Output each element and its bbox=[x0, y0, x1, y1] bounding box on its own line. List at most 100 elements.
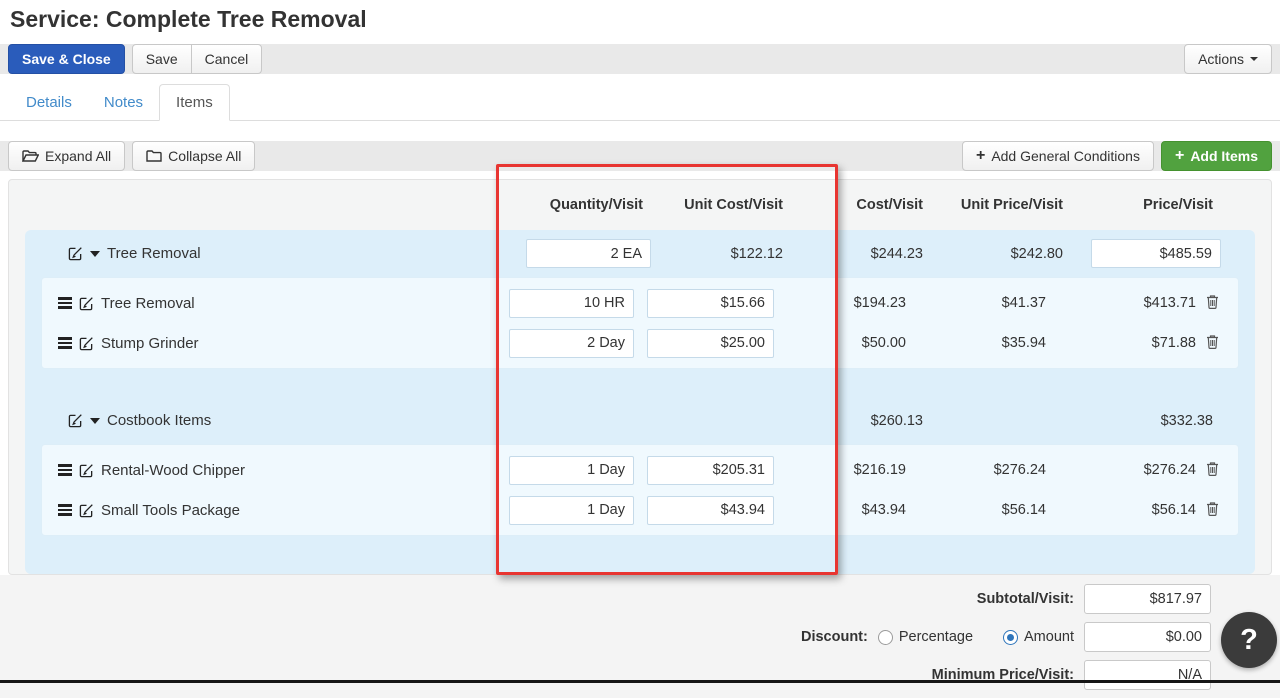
item-row-rental-wood-chipper: Rental-Wood Chipper $216.19 $276.24 $276… bbox=[42, 450, 1238, 490]
edit-icon[interactable] bbox=[79, 463, 94, 478]
tab-details[interactable]: Details bbox=[26, 94, 72, 111]
trash-icon bbox=[1207, 462, 1218, 477]
unit-cost-input[interactable] bbox=[647, 288, 774, 318]
table-header-row: Quantity/Visit Unit Cost/Visit Cost/Visi… bbox=[9, 180, 1271, 230]
edit-icon[interactable] bbox=[68, 246, 83, 261]
radio-unchecked-icon[interactable] bbox=[877, 629, 893, 645]
radio-checked-icon[interactable] bbox=[1003, 629, 1019, 645]
unit-cost-input[interactable] bbox=[647, 328, 774, 358]
minimum-price-label: Minimum Price/Visit: bbox=[931, 667, 1074, 683]
tab-items[interactable]: Items bbox=[159, 84, 230, 121]
folder-open-icon bbox=[22, 150, 39, 162]
delete-item-button[interactable] bbox=[1204, 459, 1221, 478]
add-general-conditions-button[interactable]: + Add General Conditions bbox=[961, 141, 1154, 171]
trash-icon bbox=[1207, 335, 1218, 350]
window-bottom-edge bbox=[0, 680, 1280, 683]
folder-closed-icon bbox=[146, 150, 162, 162]
unit-price-value: $242.80 bbox=[1010, 245, 1063, 262]
cost-value: $244.23 bbox=[870, 245, 923, 262]
drag-handle-icon[interactable] bbox=[58, 464, 72, 476]
edit-icon[interactable] bbox=[79, 503, 94, 518]
item-groups: Tree Removal $122.12 $244.23 $242.80 Tre… bbox=[25, 230, 1255, 574]
minimum-price-row: Minimum Price/Visit: N/A bbox=[0, 660, 1211, 690]
page-title: Service: Complete Tree Removal bbox=[10, 6, 367, 32]
add-items-button[interactable]: + Add Items bbox=[1160, 141, 1272, 171]
add-items-label: Add Items bbox=[1190, 148, 1258, 164]
cancel-button[interactable]: Cancel bbox=[190, 44, 263, 74]
price-value: $332.38 bbox=[1160, 412, 1213, 429]
collapse-all-label: Collapse All bbox=[168, 148, 242, 164]
item-name: Tree Removal bbox=[101, 294, 195, 312]
drag-handle-icon[interactable] bbox=[58, 337, 72, 349]
save-and-close-button[interactable]: Save & Close bbox=[8, 44, 125, 74]
unit-price-value: $276.24 bbox=[993, 462, 1046, 478]
collapse-caret-icon[interactable] bbox=[90, 417, 100, 424]
actions-dropdown-button[interactable]: Actions bbox=[1184, 44, 1272, 74]
delete-item-button[interactable] bbox=[1204, 292, 1221, 311]
unit-cost-value: $122.12 bbox=[730, 245, 783, 262]
plus-icon: + bbox=[975, 147, 986, 164]
discount-value-input[interactable] bbox=[1084, 622, 1211, 652]
edit-icon[interactable] bbox=[79, 296, 94, 311]
add-general-conditions-label: Add General Conditions bbox=[991, 148, 1140, 164]
discount-percentage-option[interactable]: Percentage bbox=[877, 629, 974, 645]
delete-item-button[interactable] bbox=[1204, 332, 1221, 351]
tab-bar: Details Notes Items bbox=[0, 84, 1280, 121]
price-value: $56.14 bbox=[1151, 502, 1196, 518]
save-button[interactable]: Save bbox=[131, 44, 192, 74]
discount-percentage-label: Percentage bbox=[898, 629, 974, 645]
items-table: Quantity/Visit Unit Cost/Visit Cost/Visi… bbox=[8, 179, 1272, 575]
header-unit-price-visit: Unit Price/Visit bbox=[960, 197, 1063, 213]
unit-cost-input[interactable] bbox=[647, 455, 774, 485]
group-row-tree-removal: Tree Removal $122.12 $244.23 $242.80 bbox=[25, 230, 1255, 277]
cost-value: $194.23 bbox=[853, 295, 906, 311]
help-button[interactable]: ? bbox=[1221, 612, 1277, 668]
edit-icon[interactable] bbox=[68, 413, 83, 428]
quantity-input[interactable] bbox=[509, 455, 634, 485]
cost-value: $216.19 bbox=[853, 462, 906, 478]
subtotal-value: $817.97 bbox=[1084, 584, 1211, 614]
group-items-panel: Rental-Wood Chipper $216.19 $276.24 $276… bbox=[41, 444, 1239, 536]
actions-label: Actions bbox=[1198, 51, 1244, 67]
quantity-input[interactable] bbox=[509, 495, 634, 525]
group-name: Costbook Items bbox=[107, 412, 212, 429]
item-name: Stump Grinder bbox=[101, 334, 199, 352]
collapse-caret-icon[interactable] bbox=[90, 250, 100, 257]
discount-amount-option[interactable]: Amount bbox=[1003, 629, 1074, 645]
group-name: Tree Removal bbox=[107, 245, 201, 262]
top-toolbar: Save & Close Save Cancel Actions bbox=[0, 44, 1280, 74]
trash-icon bbox=[1207, 295, 1218, 310]
drag-handle-icon[interactable] bbox=[58, 504, 72, 516]
item-row-stump-grinder: Stump Grinder $50.00 $35.94 $71.88 bbox=[42, 323, 1238, 363]
minimum-price-value: N/A bbox=[1084, 660, 1211, 690]
price-input[interactable] bbox=[1091, 239, 1221, 268]
item-row-small-tools-package: Small Tools Package $43.94 $56.14 $56.14 bbox=[42, 490, 1238, 530]
edit-icon[interactable] bbox=[79, 336, 94, 351]
delete-item-button[interactable] bbox=[1204, 499, 1221, 518]
header-quantity-visit: Quantity/Visit bbox=[549, 197, 643, 213]
price-value: $71.88 bbox=[1151, 335, 1196, 351]
trash-icon bbox=[1207, 502, 1218, 517]
unit-price-value: $41.37 bbox=[1001, 295, 1046, 311]
collapse-all-button[interactable]: Collapse All bbox=[132, 141, 256, 171]
item-name: Rental-Wood Chipper bbox=[101, 461, 245, 479]
discount-row: Discount: Percentage Amount bbox=[0, 622, 1211, 652]
drag-handle-icon[interactable] bbox=[58, 297, 72, 309]
expand-all-label: Expand All bbox=[45, 148, 112, 164]
group-row-costbook-items: Costbook Items $260.13 $332.38 bbox=[25, 397, 1255, 444]
quantity-input[interactable] bbox=[526, 239, 651, 268]
unit-price-value: $35.94 bbox=[1001, 335, 1046, 351]
quantity-input[interactable] bbox=[509, 288, 634, 318]
discount-amount-label: Amount bbox=[1024, 629, 1074, 645]
header-cost-visit: Cost/Visit bbox=[856, 197, 923, 213]
quantity-input[interactable] bbox=[509, 328, 634, 358]
item-name: Small Tools Package bbox=[101, 501, 240, 519]
chevron-down-icon bbox=[1250, 57, 1258, 61]
expand-all-button[interactable]: Expand All bbox=[8, 141, 126, 171]
tab-notes[interactable]: Notes bbox=[103, 94, 144, 111]
summary-section: Subtotal/Visit: $817.97 Discount: Percen… bbox=[0, 575, 1280, 698]
unit-cost-input[interactable] bbox=[647, 495, 774, 525]
discount-label: Discount: bbox=[800, 629, 868, 645]
header-unit-cost-visit: Unit Cost/Visit bbox=[684, 197, 783, 213]
plus-icon: + bbox=[1174, 147, 1185, 164]
